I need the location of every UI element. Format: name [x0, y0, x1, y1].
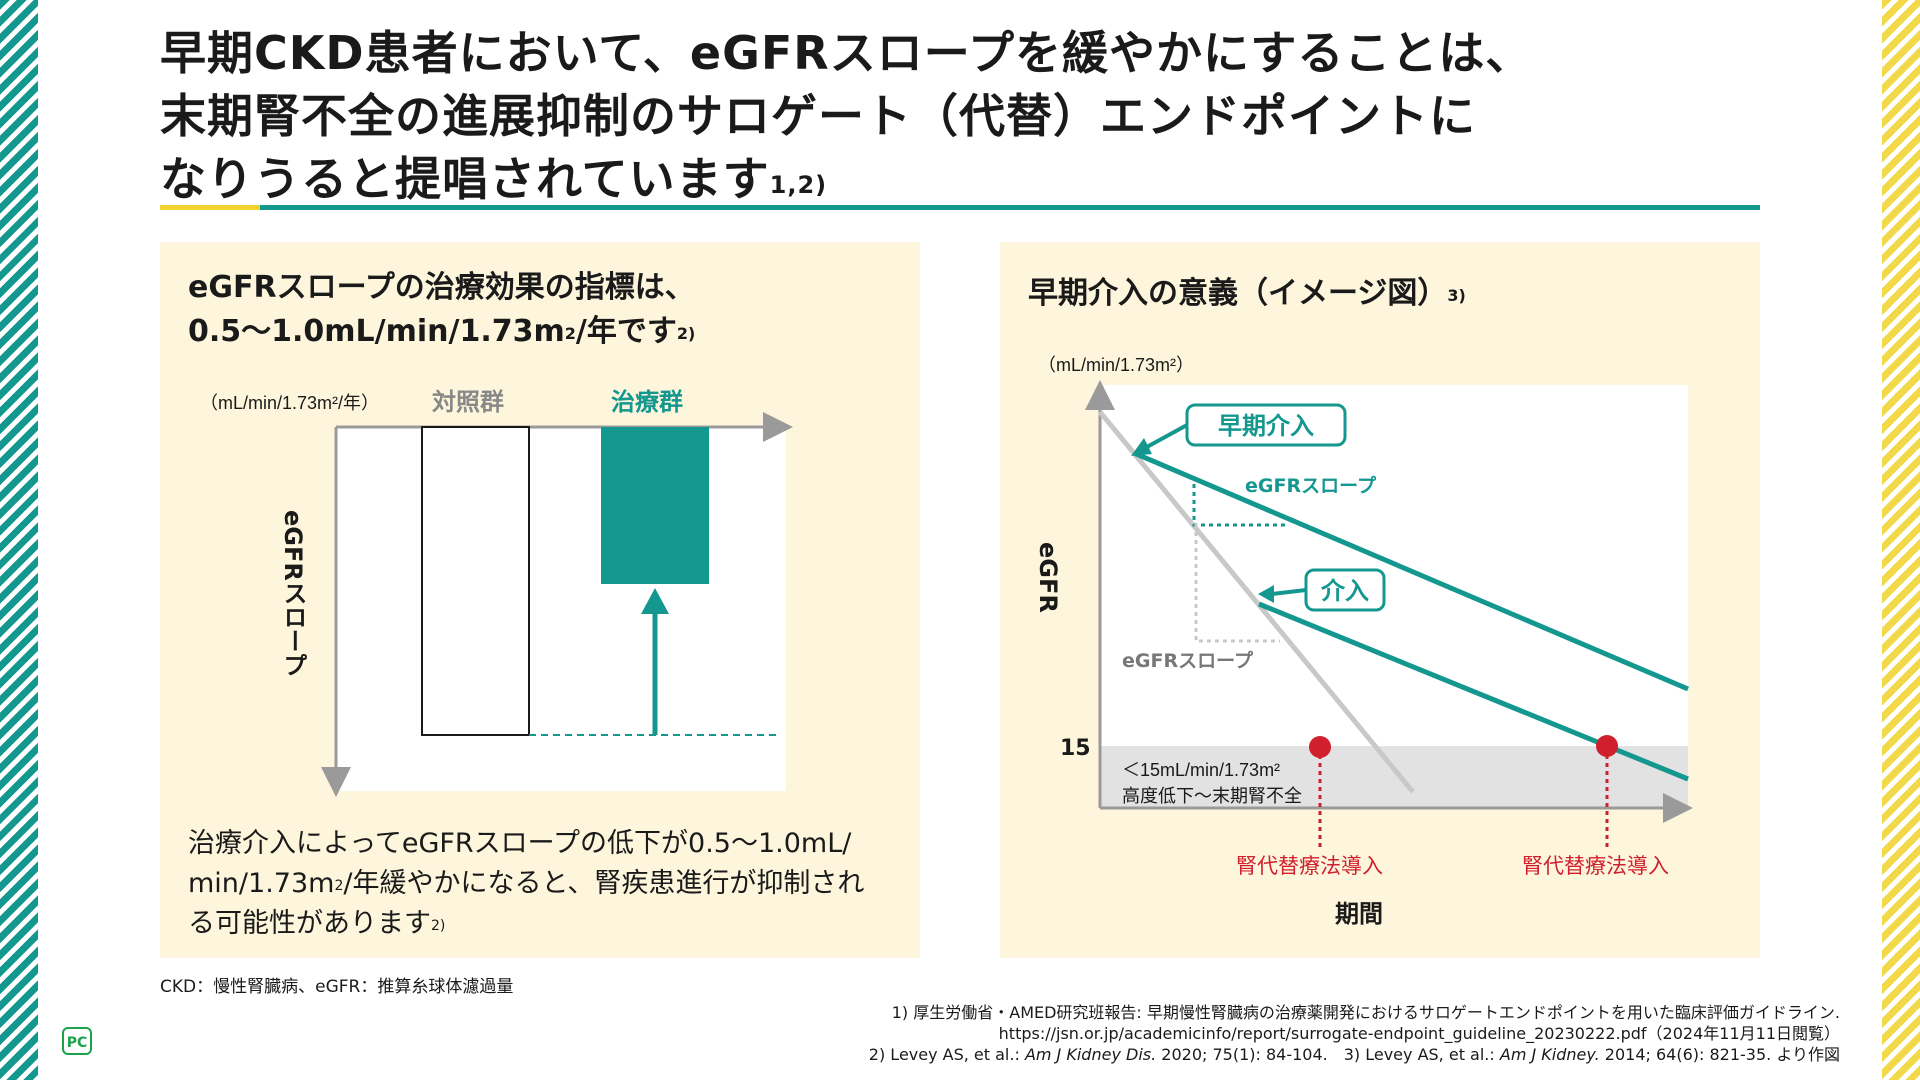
reference-2-author: 2) Levey AS, et al.:	[868, 1045, 1025, 1064]
left-body-line-3: る可能性があります	[188, 908, 431, 939]
left-body-sup: 2	[334, 878, 344, 894]
reference-2-details: 2020; 75(1): 84-104. 3) Levey AS, et al.…	[1156, 1045, 1500, 1064]
rrt-label-late: 腎代替療法導入	[1522, 854, 1669, 878]
late-callout-pointer	[1271, 588, 1307, 596]
left-unit-label: （mL/min/1.73m²/年）	[200, 393, 379, 413]
early-intervention-diagram: （mL/min/1.73m²） eGFR 15 期間 早期介入 介入 eGFRス…	[1034, 355, 1693, 928]
right-heading-ref: 3)	[1447, 286, 1466, 305]
natural-slope-label: eGFRスロープ	[1122, 649, 1254, 672]
left-body-line-2b: /年緩やかになると、腎疾患進行が抑制され	[343, 868, 865, 899]
late-callout-arrowhead	[1258, 585, 1274, 603]
left-heading-sup: 2	[564, 324, 576, 343]
treatment-bar	[601, 427, 709, 584]
title-line-1: 早期CKD患者において、eGFRスロープを緩やかにすることは、	[160, 26, 1533, 80]
title-rule-accent	[160, 205, 260, 210]
brand-logo: PC	[62, 1027, 92, 1055]
early-intervention-line	[1133, 450, 1689, 692]
reference-1: 1) 厚生労働省・AMED研究班報告: 早期慢性腎臓病の治療薬開発におけるサロゲ…	[891, 1003, 1840, 1022]
rrt-point-late	[1596, 735, 1618, 757]
right-unit-label: （mL/min/1.73m²）	[1038, 355, 1194, 375]
early-slope-label: eGFRスロープ	[1245, 474, 1377, 497]
slope-comparison-diagram: （mL/min/1.73m²/年） 対照群 治療群 eGFRスロープ	[200, 388, 793, 797]
esrd-threshold-label: ＜15mL/min/1.73m²	[1122, 760, 1280, 780]
slope-effect-panel: eGFRスロープの治療効果の指標は、 0.5〜1.0mL/min/1.73m2/…	[160, 242, 920, 958]
control-group-label: 対照群	[432, 388, 504, 416]
rrt-point-early	[1309, 736, 1331, 758]
early-callout-arrowhead	[1131, 438, 1152, 456]
abbreviation-footnote: CKD：慢性腎臓病、eGFR：推算糸球体濾過量	[160, 977, 514, 997]
treatment-group-label: 治療群	[611, 388, 683, 416]
left-panel-body: 治療介入によってeGFRスロープの低下が0.5〜1.0mL/ min/1.73m…	[188, 824, 888, 944]
references-2-3: 2) Levey AS, et al.: Am J Kidney Dis. 20…	[840, 1044, 1840, 1065]
left-panel-heading: eGFRスロープの治療効果の指標は、 0.5〜1.0mL/min/1.73m2/…	[188, 266, 695, 354]
title-rule	[260, 205, 1760, 210]
improvement-arrow-head	[641, 588, 669, 614]
left-body-line-1: 治療介入によってeGFRスロープの低下が0.5〜1.0mL/	[188, 828, 852, 859]
reference-1-url: https://jsn.or.jp/academicinfo/report/su…	[998, 1024, 1840, 1043]
left-decorative-stripe	[0, 0, 38, 1080]
title-line-2: 末期腎不全の進展抑制のサロゲート（代替）エンドポイントに	[160, 89, 1476, 143]
early-slope-triangle	[1192, 484, 1288, 527]
title-line-3: なりうると提唱されています	[160, 152, 770, 206]
reference-2-journal: Am J Kidney Dis.	[1024, 1045, 1157, 1064]
right-ylabel: eGFR	[1034, 542, 1062, 613]
esrd-zone	[1100, 746, 1688, 808]
reference-3-details: 2014; 64(6): 821-35. より作図	[1599, 1045, 1840, 1064]
rrt-label-early: 腎代替療法導入	[1236, 854, 1383, 878]
right-xlabel: 期間	[1335, 900, 1383, 928]
tick-15: 15	[1060, 736, 1091, 761]
right-panel-heading: 早期介入の意義（イメージ図）3)	[1028, 272, 1466, 316]
esrd-zone-label: 高度低下〜末期腎不全	[1122, 786, 1302, 807]
reference-3-journal: Am J Kidney.	[1499, 1045, 1600, 1064]
left-heading-line-1: eGFRスロープの治療効果の指標は、	[188, 270, 695, 305]
right-decorative-stripe	[1882, 0, 1920, 1080]
right-heading-text: 早期介入の意義（イメージ図）	[1028, 276, 1448, 311]
title-ref: 1,2)	[769, 171, 828, 199]
early-intervention-panel: 早期介入の意義（イメージ図）3) （mL/min/1.73m²） eGFR 15…	[1000, 242, 1760, 958]
page-title: 早期CKD患者において、eGFRスロープを緩やかにすることは、 末期腎不全の進展…	[160, 22, 1760, 211]
diagram-plot-area	[336, 427, 786, 791]
left-body-ref: 2)	[431, 918, 446, 934]
natural-decline-line	[1098, 410, 1415, 794]
early-intervention-label: 早期介入	[1218, 412, 1314, 440]
left-heading-ref: 2)	[676, 324, 696, 343]
early-callout-pointer	[1144, 423, 1188, 450]
left-body-line-2a: min/1.73m	[188, 868, 335, 899]
left-heading-line-2: 0.5〜1.0mL/min/1.73m	[188, 314, 565, 349]
late-intervention-label: 介入	[1320, 577, 1369, 605]
references: 1) 厚生労働省・AMED研究班報告: 早期慢性腎臓病の治療薬開発におけるサロゲ…	[840, 1002, 1840, 1065]
control-bar	[421, 426, 530, 736]
left-ylabel: eGFRスロープ	[279, 510, 307, 677]
left-heading-after: /年です	[575, 314, 677, 349]
